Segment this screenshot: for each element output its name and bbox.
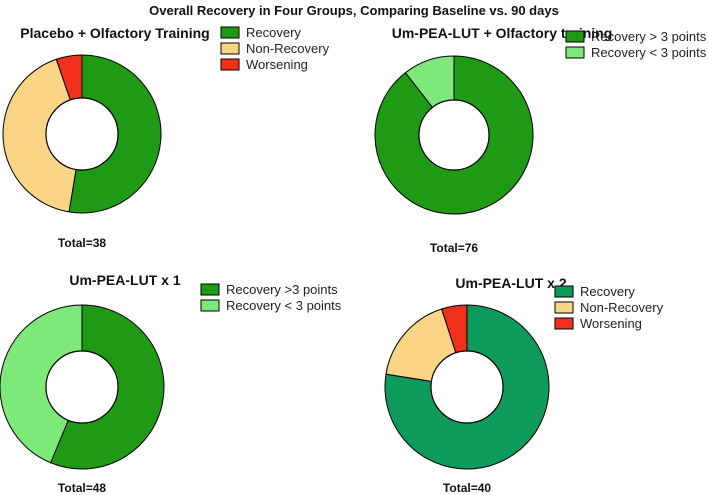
total-label: Total=38	[58, 236, 106, 250]
legend-label: Recovery < 3 points	[591, 45, 707, 60]
total-label: Total=40	[443, 481, 491, 495]
donut-hole	[45, 97, 119, 171]
donut-hole	[430, 350, 504, 424]
panel-title: Um-PEA-LUT x 1	[69, 272, 180, 288]
legend-swatch	[554, 285, 574, 298]
legend-label: Recovery	[580, 284, 635, 299]
legend-swatch	[220, 26, 240, 39]
panel-title: Um-PEA-LUT x 2	[455, 275, 566, 291]
legend-label: Recovery < 3 points	[226, 298, 342, 313]
donut-panel-2: Um-PEA-LUT + Olfactory trainingRecovery …	[374, 25, 707, 255]
legend-label: Recovery >3 points	[226, 282, 338, 297]
legend-label: Recovery	[246, 25, 301, 40]
total-label: Total=48	[58, 481, 106, 495]
panel-title: Um-PEA-LUT + Olfactory training	[392, 25, 613, 41]
donut-hole	[418, 99, 490, 171]
donut-panel-3: Um-PEA-LUT x 1 Recovery >3 pointsRecovery…	[0, 272, 342, 495]
total-label: Total=76	[430, 241, 478, 255]
legend-label: Non-Recovery	[580, 300, 664, 315]
legend-swatch	[565, 46, 585, 59]
donut-hole	[45, 350, 119, 424]
legend-label: Recovery > 3 points	[591, 29, 707, 44]
donut-panel-4: Um-PEA-LUT x 2 RecoveryNon-RecoveryWorsen…	[384, 275, 664, 495]
legend-swatch	[220, 58, 240, 71]
legend-label: Worsening	[246, 57, 308, 72]
legend-swatch	[200, 283, 220, 296]
legend-swatch	[220, 42, 240, 55]
legend-swatch	[554, 317, 574, 330]
panel-title: Placebo + Olfactory Training	[20, 25, 209, 41]
donut-panel-1: Placebo + Olfactory Training RecoveryNon-…	[2, 25, 330, 250]
legend-swatch	[200, 299, 220, 312]
panels: Placebo + Olfactory Training RecoveryNon-…	[0, 25, 707, 495]
legend-label: Worsening	[580, 316, 642, 331]
legend-label: Non-Recovery	[246, 41, 330, 56]
figure-title: Overall Recovery in Four Groups, Compari…	[149, 3, 559, 18]
legend-swatch	[565, 30, 585, 43]
legend-swatch	[554, 301, 574, 314]
